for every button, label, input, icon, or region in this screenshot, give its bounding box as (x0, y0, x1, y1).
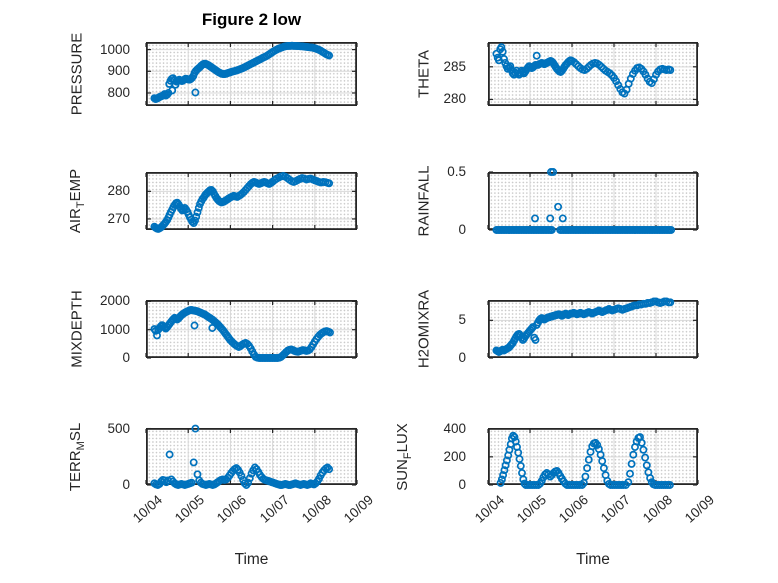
x-axis-title-left: Time (234, 551, 269, 568)
x-axis-title-right: Time (576, 551, 610, 568)
subplot-sun-flux (487, 427, 699, 489)
subplot-mixdepth (145, 299, 358, 362)
x-tick-label: 10/06 (214, 492, 250, 526)
scatter-plot-theta (487, 41, 699, 107)
x-tick-label: 10/08 (298, 492, 334, 526)
y-tick-label-pressure: 900 (107, 63, 130, 79)
y-tick-label-pressure: 1000 (99, 41, 130, 57)
y-axis-label-h2omixra: H2OMIXRA (415, 289, 433, 369)
data-markers-pressure (150, 41, 334, 104)
y-tick-label-terr_msl: 0 (122, 477, 130, 492)
scatter-plot-rainfall (487, 168, 699, 234)
data-markers-sun_flux (496, 431, 674, 489)
x-tick-label: 10/06 (555, 492, 592, 526)
y-axis-label-pressure: PRESSURE (68, 32, 86, 116)
plot-area-pressure (145, 41, 358, 107)
x-tick-label: 10/05 (172, 492, 208, 526)
x-tick-label: 10/07 (256, 492, 292, 526)
x-tick-label: 10/09 (340, 492, 377, 526)
y-tick-label-sun_flux: 0 (458, 477, 466, 492)
y-tick-label-air_temp: 280 (107, 183, 130, 199)
y-axis-label-theta: THETA (415, 49, 433, 99)
y-tick-label-mixdepth: 0 (122, 350, 130, 365)
y-tick-label-terr_msl: 500 (107, 420, 130, 436)
y-tick-label-h2omixra: 0 (458, 350, 466, 365)
y-tick-label-mixdepth: 2000 (99, 293, 130, 309)
y-tick-label-h2omixra: 5 (458, 312, 466, 328)
data-markers-air_temp (150, 171, 334, 233)
plot-area-h2omixra (487, 297, 699, 359)
data-markers-h2omixra (492, 297, 675, 356)
scatter-plot-terr_msl (145, 424, 358, 489)
y-axis-label-rainfall: RAINFALL (415, 165, 433, 237)
plot-area-theta (487, 41, 699, 107)
y-tick-label-air_temp: 270 (107, 210, 130, 226)
figure-title: Figure 2 low (201, 10, 302, 29)
data-markers-rainfall (492, 168, 676, 234)
data-markers-theta (492, 43, 675, 98)
x-tick-label: 10/04 (471, 492, 508, 526)
scatter-plot-air_temp (145, 171, 358, 233)
plot-area-terr_msl (145, 424, 358, 489)
x-tick-label: 10/04 (129, 492, 166, 526)
y-axis-label-air_temp: AIRTEMP (67, 168, 87, 234)
y-tick-label-mixdepth: 1000 (99, 321, 130, 337)
y-tick-label-rainfall: 0.5 (447, 164, 466, 179)
scatter-plot-pressure (145, 41, 358, 107)
y-tick-label-rainfall: 0 (458, 222, 466, 237)
x-tick-label: 10/09 (681, 492, 718, 526)
plot-area-air_temp (145, 171, 358, 233)
subplot-theta (487, 41, 699, 107)
data-markers-mixdepth (150, 305, 334, 362)
y-axis-label-terr_msl: TERRMSL (67, 422, 87, 491)
y-tick-label-theta: 285 (443, 58, 466, 74)
y-tick-label-theta: 280 (443, 91, 466, 107)
y-tick-label-sun_flux: 400 (443, 420, 466, 436)
scatter-plot-sun_flux (487, 427, 699, 489)
y-tick-label-sun_flux: 200 (443, 448, 466, 464)
scatter-plot-mixdepth (145, 299, 358, 362)
x-tick-label: 10/05 (513, 492, 550, 526)
y-tick-label-pressure: 800 (107, 84, 130, 100)
data-markers-terr_msl (150, 424, 334, 489)
y-axis-label-mixdepth: MIXDEPTH (68, 290, 86, 368)
subplot-h2omixra (487, 297, 699, 359)
subplot-pressure (145, 41, 358, 107)
subplot-terr-msl (145, 424, 358, 489)
plot-area-sun_flux (487, 427, 699, 489)
x-tick-label: 10/07 (597, 492, 634, 526)
y-axis-label-sun_flux: SUNFLUX (394, 422, 414, 491)
plot-area-rainfall (487, 168, 699, 234)
scatter-plot-h2omixra (487, 297, 699, 359)
plot-area-mixdepth (145, 299, 358, 362)
subplot-rainfall (487, 168, 699, 234)
x-tick-label: 10/08 (639, 492, 676, 526)
subplot-air-temp (145, 171, 358, 233)
